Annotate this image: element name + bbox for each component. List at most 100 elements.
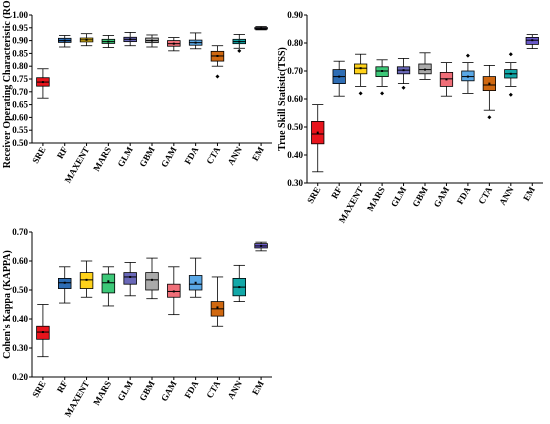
- mean-marker: [238, 40, 241, 43]
- mean-marker: [151, 278, 153, 281]
- x-tick-label: RF: [55, 379, 70, 395]
- x-tick-label: EM: [250, 379, 266, 397]
- mean-marker: [338, 75, 341, 78]
- box-sre: [311, 104, 325, 173]
- box-cta: [482, 65, 496, 120]
- y-tick-label: 0.90: [12, 36, 28, 46]
- mean-marker: [466, 75, 469, 78]
- x-tick-label: RF: [329, 185, 344, 201]
- x-tick-label: SRE: [305, 185, 322, 205]
- box-gam: [167, 266, 181, 316]
- y-tick-label: 0.75: [12, 74, 28, 84]
- y-tick-label: 0.60: [287, 94, 303, 104]
- x-tick-label: GLM: [389, 185, 409, 209]
- x-tick-label: RF: [55, 145, 70, 161]
- mean-marker: [359, 67, 362, 70]
- mean-marker: [107, 40, 110, 43]
- x-tick-label: MARS: [91, 145, 113, 173]
- x-tick-label: FDA: [182, 145, 200, 166]
- box-em: [254, 26, 268, 31]
- mean-marker: [216, 54, 219, 57]
- box-body: [101, 273, 116, 294]
- mean-marker: [402, 69, 405, 72]
- box-fda: [188, 32, 203, 50]
- mean-marker: [85, 278, 88, 281]
- outlier-point: [508, 92, 513, 97]
- box-gam: [167, 37, 181, 52]
- x-tick-label: ANN: [226, 145, 245, 167]
- box-gbm: [418, 52, 432, 80]
- y-tick-label: 0.20: [12, 372, 28, 382]
- x-tick-label: GAM: [159, 379, 179, 403]
- box-maxent: [79, 33, 94, 47]
- box-body: [123, 272, 137, 285]
- outlier-point: [508, 52, 513, 57]
- mean-marker: [531, 39, 534, 42]
- y-tick-label: 0.70: [287, 66, 303, 76]
- x-tick-label: GBM: [137, 379, 157, 403]
- y-tick-label: 0.50: [12, 285, 28, 295]
- y-tick-label: 0.30: [12, 343, 28, 353]
- outlier-point: [215, 74, 220, 79]
- box-sre: [36, 304, 50, 358]
- mean-marker: [316, 131, 319, 134]
- box-rf: [58, 266, 72, 304]
- x-tick-label: EM: [250, 145, 266, 163]
- panel-tss: 0.30 0.40 0.50 0.60 0.70 0.80 0.90 True Skill S…: [277, 10, 543, 225]
- box-glm: [123, 32, 137, 47]
- mean-marker: [41, 81, 44, 84]
- x-tick-label: EM: [521, 185, 537, 203]
- y-tick-label: 1.00: [12, 10, 28, 20]
- mean-marker: [260, 27, 263, 30]
- outlier-point: [380, 91, 385, 96]
- mean-marker: [194, 41, 197, 44]
- box-gbm: [145, 34, 159, 48]
- y-tick-label: 0.60: [12, 112, 28, 122]
- mean-marker: [445, 78, 448, 81]
- x-tick-label: FDA: [182, 379, 200, 400]
- panel-kappa: 0.20 0.30 0.40 0.50 0.60 0.70 Cohen's Kappa (K…: [2, 227, 272, 419]
- box-maxent: [79, 260, 94, 298]
- x-tick-label: MARS: [365, 185, 387, 213]
- box-ann: [232, 264, 246, 303]
- box-mars: [375, 59, 389, 96]
- y-tick-label: 0.85: [12, 48, 28, 58]
- y-tick-label: 0.80: [12, 61, 28, 71]
- y-tick-label: 0.55: [12, 125, 28, 135]
- y-tick-label: 0.90: [287, 10, 303, 20]
- box-gbm: [145, 257, 159, 300]
- y-tick-label: 0.40: [287, 150, 303, 160]
- y-axis-title: Cohen's Kappa (KAPPA): [2, 250, 13, 359]
- box-rf: [58, 35, 72, 48]
- box-mars: [101, 35, 116, 48]
- x-tick-label: CTA: [204, 145, 222, 166]
- box-fda: [461, 53, 475, 94]
- x-tick-label: GLM: [116, 145, 136, 169]
- y-tick-label: 0.40: [12, 314, 28, 324]
- y-tick-label: 0.70: [12, 227, 28, 237]
- box-maxent: [354, 53, 368, 96]
- y-tick-label: 0.65: [12, 100, 28, 110]
- mean-marker: [41, 331, 44, 334]
- box-em: [254, 241, 268, 252]
- mean-marker: [107, 280, 110, 283]
- box-rf: [332, 60, 346, 97]
- box-cta: [210, 276, 225, 327]
- box-glm: [396, 58, 411, 90]
- box-mars: [101, 266, 116, 307]
- outlier-point: [237, 48, 242, 53]
- mean-marker: [129, 38, 132, 41]
- x-tick-label: GLM: [116, 379, 136, 403]
- y-tick-label: 0.30: [287, 178, 303, 188]
- x-tick-label: ANN: [497, 185, 516, 207]
- y-axis-title: True Skill Statistic(TSS): [277, 47, 288, 151]
- x-tick-label: GAM: [432, 185, 452, 209]
- y-axis-title: Receiver Operating Characteristic (ROC): [2, 0, 13, 168]
- mean-marker: [151, 39, 153, 42]
- box-sre: [36, 68, 50, 99]
- outlier-point: [465, 53, 470, 58]
- box-gam: [439, 62, 454, 97]
- outlier-point: [358, 91, 363, 96]
- mean-marker: [216, 306, 219, 309]
